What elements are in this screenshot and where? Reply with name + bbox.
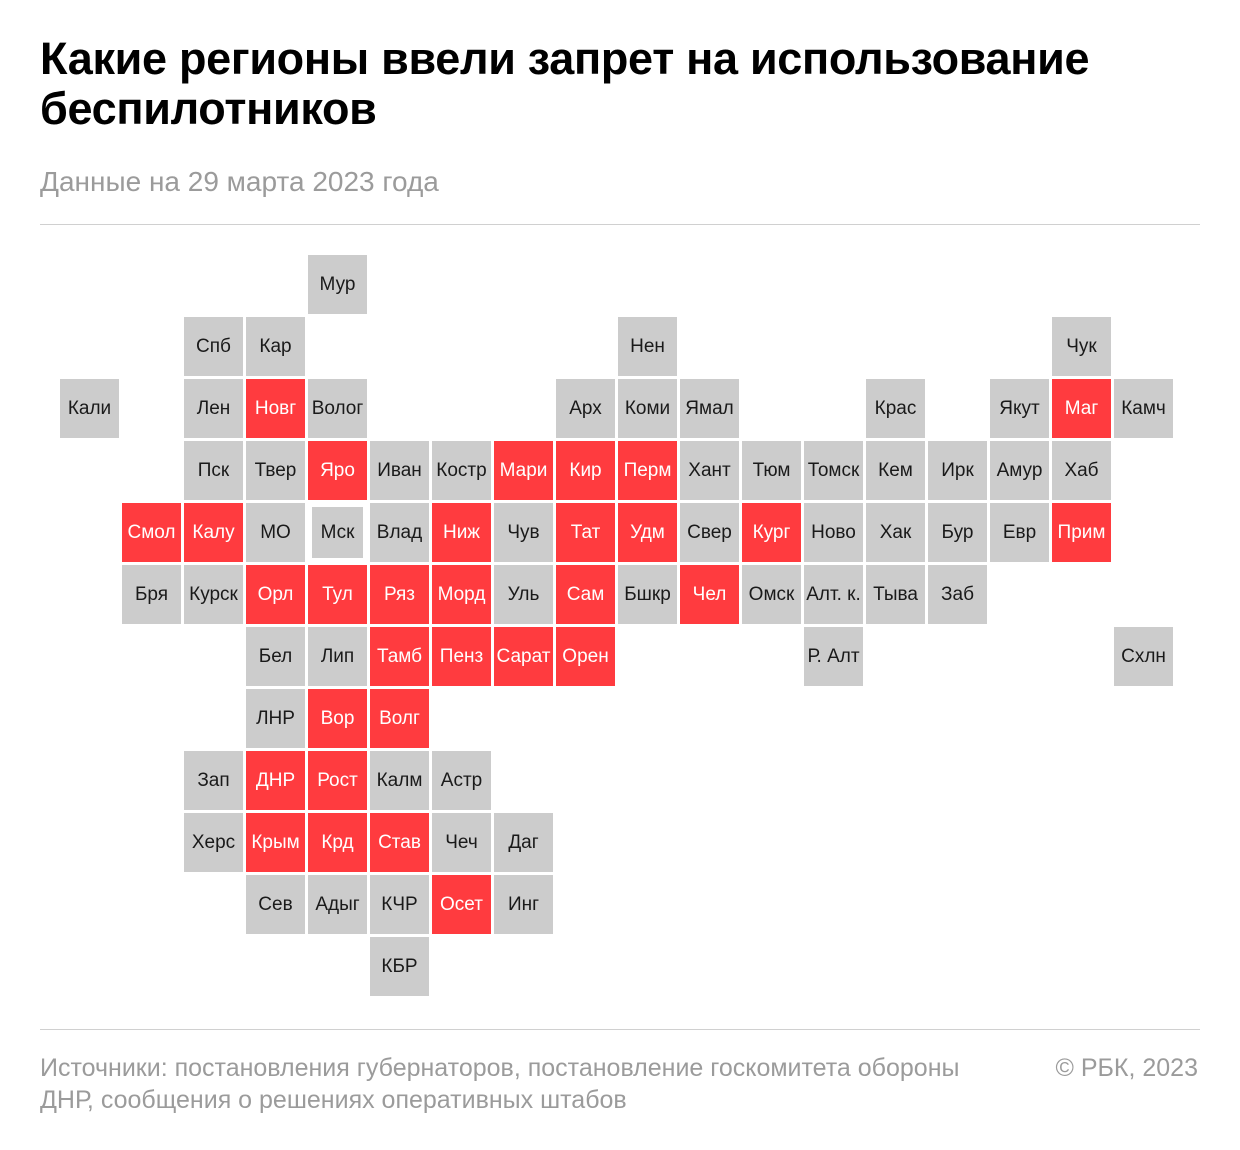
region-tile: Камч — [1114, 379, 1173, 438]
region-tile: ЛНР — [246, 689, 305, 748]
region-tile: Бря — [122, 565, 181, 624]
region-tile: Бшкр — [618, 565, 677, 624]
region-tile: Морд — [432, 565, 491, 624]
region-tile: Тыва — [866, 565, 925, 624]
region-tile: Крас — [866, 379, 925, 438]
region-tile: Осет — [432, 875, 491, 934]
region-tile: Чук — [1052, 317, 1111, 376]
region-tile: Томск — [804, 441, 863, 500]
region-tile: Хант — [680, 441, 739, 500]
region-tile: Тул — [308, 565, 367, 624]
region-tile: Крым — [246, 813, 305, 872]
region-tile: Мур — [308, 255, 367, 314]
region-tile: Омск — [742, 565, 801, 624]
region-tile: Тат — [556, 503, 615, 562]
region-tile: Кург — [742, 503, 801, 562]
region-tile: МО — [246, 503, 305, 562]
region-tile: Маг — [1052, 379, 1111, 438]
region-tile: Даг — [494, 813, 553, 872]
region-tile: Мск — [312, 507, 363, 558]
region-tile: Спб — [184, 317, 243, 376]
region-tile: Чел — [680, 565, 739, 624]
region-tile: Алт. к. — [804, 565, 863, 624]
region-tile: КЧР — [370, 875, 429, 934]
region-tile: Новг — [246, 379, 305, 438]
region-tile: Тамб — [370, 627, 429, 686]
region-tile: Сам — [556, 565, 615, 624]
region-tile: Волог — [308, 379, 367, 438]
region-tile: Ново — [804, 503, 863, 562]
region-tile: Крд — [308, 813, 367, 872]
region-tile: Орен — [556, 627, 615, 686]
region-tile: Пск — [184, 441, 243, 500]
region-tile: Астр — [432, 751, 491, 810]
region-tile: Херс — [184, 813, 243, 872]
region-tile: Хаб — [1052, 441, 1111, 500]
region-tile: Ряз — [370, 565, 429, 624]
region-tile: Кали — [60, 379, 119, 438]
region-tile: Удм — [618, 503, 677, 562]
region-tile: Ямал — [680, 379, 739, 438]
copyright: © РБК, 2023 — [1055, 1054, 1198, 1082]
region-tile: Чув — [494, 503, 553, 562]
region-tile: Костр — [432, 441, 491, 500]
region-tile: Якут — [990, 379, 1049, 438]
region-tile: Чеч — [432, 813, 491, 872]
region-tile: Евр — [990, 503, 1049, 562]
region-tile: Иван — [370, 441, 429, 500]
region-tile: Ниж — [432, 503, 491, 562]
region-tile: Коми — [618, 379, 677, 438]
region-tile: Лен — [184, 379, 243, 438]
region-tile: Курск — [184, 565, 243, 624]
region-tile: Став — [370, 813, 429, 872]
region-tile: Нен — [618, 317, 677, 376]
region-tile: Кар — [246, 317, 305, 376]
chart-title: Какие регионы ввели запрет на использова… — [40, 33, 1090, 134]
region-tile: Калу — [184, 503, 243, 562]
region-tile: Инг — [494, 875, 553, 934]
region-tile: Свер — [680, 503, 739, 562]
region-tile: Сарат — [494, 627, 553, 686]
chart-subtitle: Данные на 29 марта 2023 года — [40, 166, 439, 197]
region-tile: Лип — [308, 627, 367, 686]
region-tile: КБР — [370, 937, 429, 996]
region-tile: Пенз — [432, 627, 491, 686]
region-tile: Влад — [370, 503, 429, 562]
region-tile: Тюм — [742, 441, 801, 500]
region-tile: ДНР — [246, 751, 305, 810]
region-tile: Кир — [556, 441, 615, 500]
region-tile: Рост — [308, 751, 367, 810]
region-tile: Бур — [928, 503, 987, 562]
region-tile: Твер — [246, 441, 305, 500]
region-tile: Волг — [370, 689, 429, 748]
region-tile: Мари — [494, 441, 553, 500]
region-tile: Смол — [122, 503, 181, 562]
region-tile: Вор — [308, 689, 367, 748]
sources-note: Источники: постановления губернаторов, п… — [40, 1054, 960, 1114]
region-tile: Калм — [370, 751, 429, 810]
region-tile: Прим — [1052, 503, 1111, 562]
region-tile: Ирк — [928, 441, 987, 500]
region-tile: Хак — [866, 503, 925, 562]
top-divider — [40, 224, 1200, 225]
region-tile: Схлн — [1114, 627, 1173, 686]
region-tile: Заб — [928, 565, 987, 624]
region-tile: Арх — [556, 379, 615, 438]
region-tile: Яро — [308, 441, 367, 500]
region-tile: Р. Алт — [804, 627, 863, 686]
region-tile: Перм — [618, 441, 677, 500]
region-tile: Орл — [246, 565, 305, 624]
region-tile: Зап — [184, 751, 243, 810]
region-tile: Кем — [866, 441, 925, 500]
region-tile: Адыг — [308, 875, 367, 934]
bottom-divider — [40, 1029, 1200, 1030]
region-tile: Уль — [494, 565, 553, 624]
region-tile: Бел — [246, 627, 305, 686]
region-tile: Амур — [990, 441, 1049, 500]
region-tile: Сев — [246, 875, 305, 934]
